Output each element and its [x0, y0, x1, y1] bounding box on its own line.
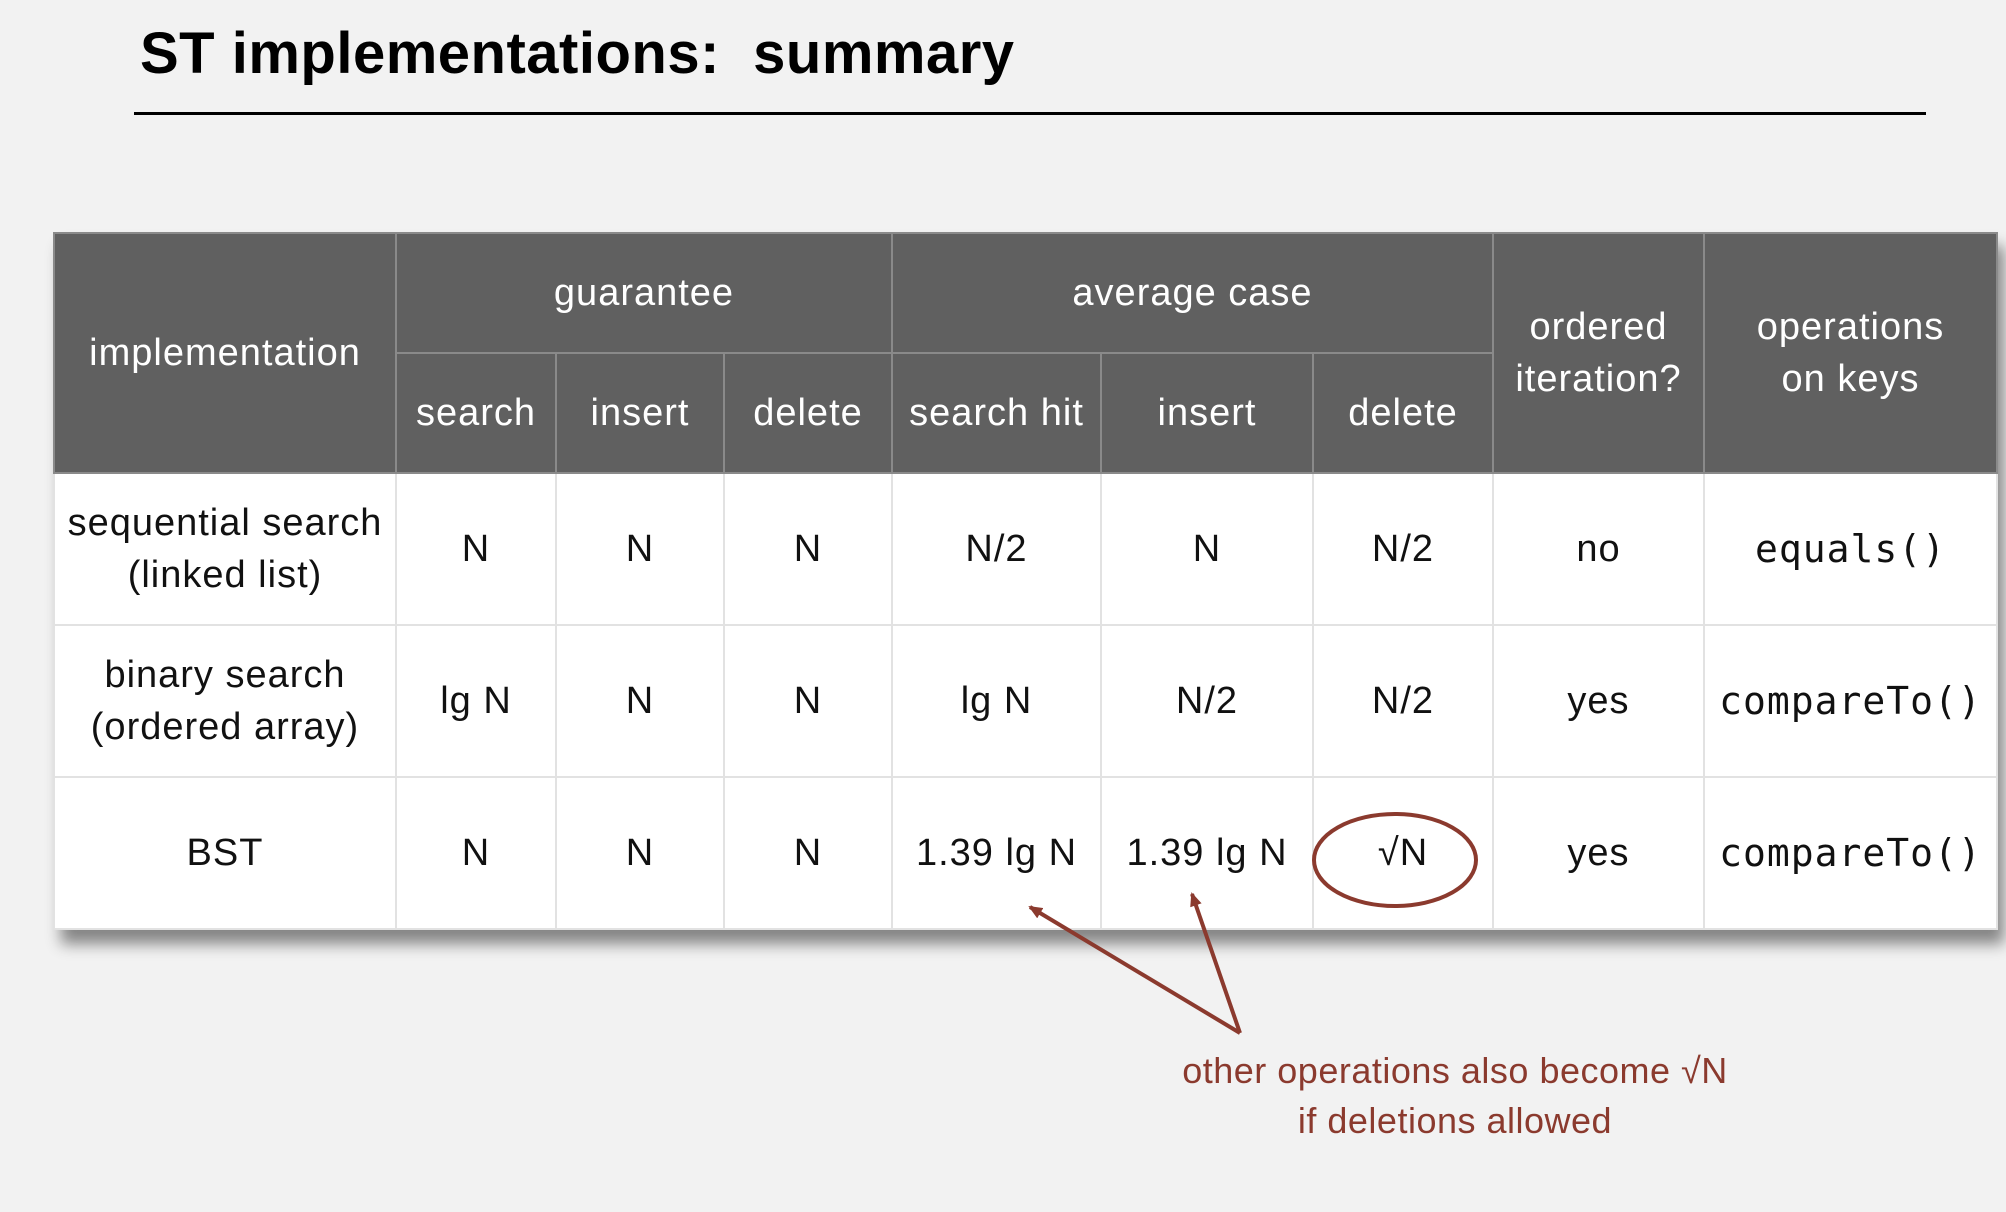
cell-implementation: BST [53, 776, 397, 930]
header-average-case: average case [891, 232, 1494, 354]
page-title: ST implementations: summary [140, 21, 1015, 86]
table-row-sequential-search: sequential search (linked list) N N N N/… [53, 472, 1998, 626]
summary-table-container: implementation guarantee average case or… [53, 232, 1998, 930]
cell-guarantee-insert: N [555, 472, 725, 626]
implementation-line1: BST [186, 832, 264, 874]
implementation-line1: sequential search [67, 502, 383, 544]
cell-guarantee-delete: N [723, 624, 893, 778]
header-row-sub: search insert delete search hit insert d… [54, 352, 1997, 474]
cell-average-search-hit: lg N [891, 624, 1102, 778]
cell-guarantee-insert: N [555, 624, 725, 778]
summary-table: implementation guarantee average case or… [53, 232, 1998, 930]
cell-guarantee-search: lg N [395, 624, 557, 778]
cell-implementation: binary search (ordered array) [53, 624, 397, 778]
implementation-line1: binary search [104, 654, 346, 696]
implementation-line2: (linked list) [127, 554, 323, 596]
table-row-binary-search: binary search (ordered array) lg N N N l… [53, 624, 1998, 778]
cell-average-delete: √N [1312, 776, 1494, 930]
cell-guarantee-delete: N [723, 472, 893, 626]
cell-implementation: sequential search (linked list) [53, 472, 397, 626]
cell-operations-on-keys: compareTo() [1703, 776, 1998, 930]
cell-average-insert: 1.39 lg N [1100, 776, 1314, 930]
title-divider [134, 112, 1926, 115]
cell-average-search-hit: 1.39 lg N [891, 776, 1102, 930]
cell-average-search-hit: N/2 [891, 472, 1102, 626]
header-implementation: implementation [53, 232, 397, 474]
cell-average-delete: N/2 [1312, 472, 1494, 626]
cell-guarantee-search: N [395, 776, 557, 930]
cell-ordered-iteration: no [1492, 472, 1705, 626]
annotation-line2: if deletions allowed [1297, 1100, 1613, 1141]
cell-ordered-iteration: yes [1492, 624, 1705, 778]
cell-ordered-iteration: yes [1492, 776, 1705, 930]
header-operations-line1: operations [1756, 306, 1945, 348]
header-row-top: implementation guarantee average case or… [53, 232, 1998, 474]
header-guarantee-insert: insert [555, 352, 725, 474]
cell-average-insert: N/2 [1100, 624, 1314, 778]
cell-guarantee-search: N [395, 472, 557, 626]
annotation-line1: other operations also become √N [1182, 1050, 1728, 1091]
cell-guarantee-delete: N [723, 776, 893, 930]
cell-average-delete: N/2 [1312, 624, 1494, 778]
header-operations-on-keys: operations on keys [1703, 232, 1998, 474]
header-average-search-hit: search hit [891, 352, 1102, 474]
header-guarantee: guarantee [395, 232, 893, 354]
header-ordered-iteration: ordered iteration? [1492, 232, 1705, 474]
header-ordered-line2: iteration? [1515, 358, 1682, 400]
cell-operations-on-keys: compareTo() [1703, 624, 1998, 778]
implementation-line2: (ordered array) [90, 706, 360, 748]
cell-guarantee-insert: N [555, 776, 725, 930]
header-ordered-line1: ordered [1529, 306, 1668, 348]
header-average-insert: insert [1100, 352, 1314, 474]
header-guarantee-search: search [395, 352, 557, 474]
header-average-delete: delete [1312, 352, 1494, 474]
cell-operations-on-keys: equals() [1703, 472, 1998, 626]
table-row-bst: BST N N N 1.39 lg N 1.39 lg N √N yes com… [53, 776, 1998, 930]
cell-average-insert: N [1100, 472, 1314, 626]
header-guarantee-delete: delete [723, 352, 893, 474]
header-operations-line2: on keys [1781, 358, 1920, 400]
deletion-annotation-note: other operations also become √N if delet… [1150, 1046, 1760, 1146]
